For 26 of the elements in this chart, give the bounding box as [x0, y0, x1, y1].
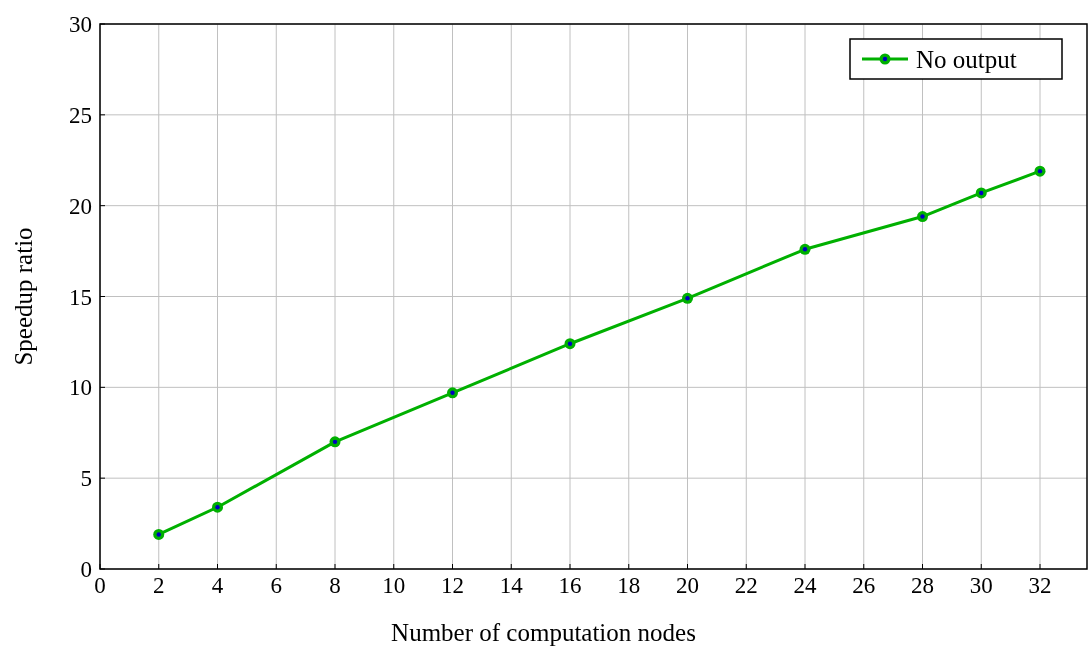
- y-tick-label: 20: [69, 193, 92, 219]
- x-tick-label: 28: [911, 573, 934, 598]
- y-tick-label: 15: [69, 284, 92, 310]
- x-tick-label: 26: [852, 573, 876, 598]
- x-tick-label: 22: [734, 573, 758, 598]
- x-axis-title: Number of computation nodes: [391, 619, 696, 646]
- x-tick-label: 24: [793, 573, 817, 598]
- x-tick-label: 4: [211, 573, 224, 598]
- legend-label: No output: [916, 45, 1017, 73]
- x-tick-label: 32: [1028, 573, 1052, 598]
- x-tick-label: 16: [558, 573, 582, 598]
- x-tick-label: 10: [382, 573, 406, 598]
- x-tick-label: 14: [499, 573, 524, 598]
- y-tick-label: 25: [69, 102, 92, 128]
- x-tick-label: 6: [270, 573, 282, 598]
- y-tick-label: 10: [69, 375, 92, 401]
- x-tick-label: 18: [617, 573, 641, 598]
- x-tick-label: 30: [969, 573, 993, 598]
- x-tick-label: 20: [676, 573, 699, 598]
- y-axis-title: Speedup ratio: [10, 227, 37, 366]
- x-tick-label: 12: [441, 573, 464, 598]
- y-tick-label: 5: [80, 466, 92, 492]
- x-tick-label: 2: [153, 573, 165, 598]
- x-tick-label: 8: [329, 573, 341, 598]
- point: [917, 211, 928, 223]
- y-tick-label: 30: [69, 12, 92, 38]
